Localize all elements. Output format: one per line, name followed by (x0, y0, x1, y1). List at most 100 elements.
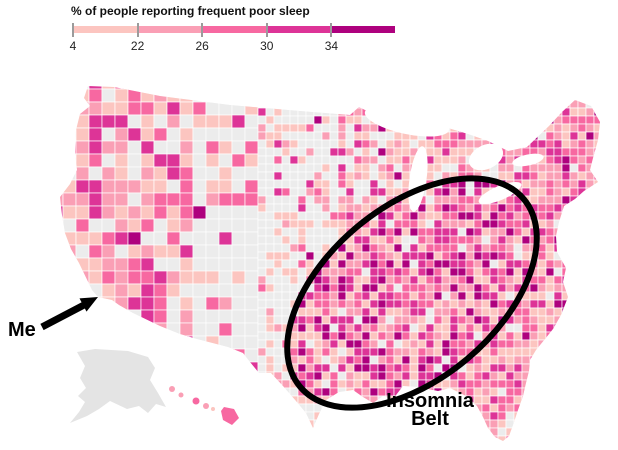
county-cell (62, 270, 77, 285)
county-cell (610, 220, 618, 228)
county-cell (585, 251, 595, 261)
county-cell (166, 179, 181, 194)
county-cell (602, 292, 610, 300)
county-cell (489, 115, 499, 125)
county-cell (281, 427, 291, 437)
county-cell (75, 153, 90, 168)
county-cell (345, 86, 355, 93)
county-cell (337, 371, 347, 381)
county-cell (337, 363, 347, 373)
county-cell (473, 299, 483, 309)
county-cell (513, 395, 523, 405)
county-cell (244, 413, 259, 428)
county-cell (593, 227, 600, 237)
county-cell (457, 435, 467, 441)
county-cell (88, 88, 103, 103)
county-cell (297, 227, 307, 237)
county-cell (60, 192, 64, 207)
county-cell (610, 236, 618, 244)
county-cell (266, 444, 274, 450)
county-cell (369, 131, 379, 141)
county-cell (449, 427, 459, 437)
county-cell (218, 166, 233, 181)
county-cell (457, 347, 467, 357)
county-cell (602, 84, 610, 92)
county-cell (497, 283, 507, 293)
county-cell (610, 372, 618, 380)
county-cell (585, 347, 595, 357)
county-cell (465, 131, 475, 141)
county-cell (297, 99, 307, 109)
county-cell (585, 99, 595, 109)
county-cell (465, 235, 475, 245)
county-cell (577, 123, 587, 133)
county-cell (321, 411, 331, 421)
county-cell (289, 235, 299, 245)
county-cell (369, 435, 379, 441)
county-cell (585, 395, 595, 405)
county-cell (385, 259, 395, 269)
county-cell (329, 155, 339, 165)
county-cell (273, 115, 283, 125)
county-cell (569, 355, 579, 365)
county-cell (353, 355, 363, 365)
county-cell (321, 435, 331, 441)
county-cell (465, 339, 475, 349)
county-cell (425, 299, 435, 309)
county-cell (569, 427, 579, 437)
county-cell (127, 114, 142, 129)
county-cell (585, 155, 595, 165)
county-cell (489, 291, 499, 301)
county-cell (88, 231, 103, 246)
county-cell (289, 171, 299, 181)
county-cell (497, 243, 507, 253)
county-cell (101, 309, 116, 324)
county-cell (577, 275, 587, 285)
county-cell (457, 123, 467, 133)
county-cell (361, 139, 371, 149)
legend-tick (136, 23, 139, 37)
county-cell (513, 99, 523, 109)
county-cell (60, 348, 64, 363)
county-cell (231, 335, 246, 350)
county-cell (561, 315, 571, 325)
county-cell (545, 99, 555, 109)
county-cell (490, 76, 498, 84)
county-cell (265, 163, 275, 173)
county-cell (401, 139, 411, 149)
county-cell (393, 251, 403, 261)
county-cell (62, 387, 77, 402)
county-cell (441, 139, 451, 149)
county-cell (393, 371, 403, 381)
county-cell (497, 115, 507, 125)
county-cell (313, 291, 323, 301)
county-cell (513, 347, 523, 357)
county-cell (489, 227, 499, 237)
county-cell (329, 339, 339, 349)
county-cell (114, 140, 129, 155)
county-cell (192, 426, 207, 441)
county-cell (101, 413, 116, 428)
county-cell (489, 347, 499, 357)
county-cell (545, 307, 555, 317)
county-cell (505, 227, 515, 237)
county-cell (593, 243, 600, 253)
county-cell (489, 339, 499, 349)
county-cell (465, 435, 475, 441)
county-cell (514, 444, 522, 450)
county-cell (425, 315, 435, 325)
county-cell (257, 131, 267, 141)
county-cell (553, 403, 563, 413)
county-cell (257, 283, 267, 293)
county-cell (218, 192, 233, 207)
county-cell (313, 163, 323, 173)
county-cell (409, 331, 419, 341)
county-cell (441, 195, 451, 205)
county-cell (140, 114, 155, 129)
county-cell (393, 267, 403, 277)
county-cell (321, 371, 331, 381)
county-cell (297, 251, 307, 261)
county-cell (602, 244, 610, 252)
county-cell (610, 180, 618, 188)
county-cell (602, 444, 610, 450)
